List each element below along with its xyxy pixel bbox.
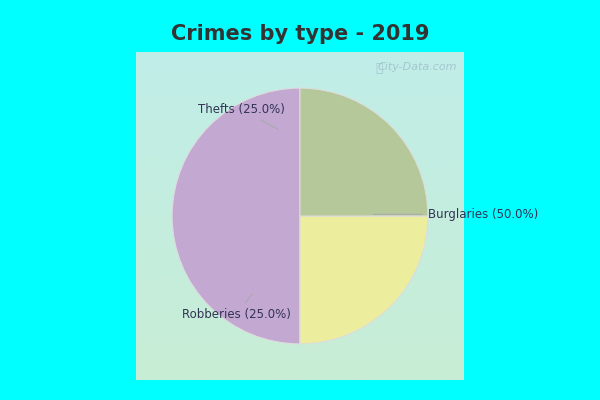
- Text: Robberies (25.0%): Robberies (25.0%): [182, 294, 291, 321]
- Wedge shape: [300, 88, 428, 216]
- Text: Thefts (25.0%): Thefts (25.0%): [199, 103, 285, 129]
- Text: ⦿: ⦿: [376, 62, 383, 75]
- Text: City-Data.com: City-Data.com: [378, 62, 457, 72]
- Wedge shape: [300, 216, 428, 344]
- Wedge shape: [172, 88, 300, 344]
- Text: Crimes by type - 2019: Crimes by type - 2019: [171, 24, 429, 44]
- Text: Burglaries (50.0%): Burglaries (50.0%): [373, 208, 538, 221]
